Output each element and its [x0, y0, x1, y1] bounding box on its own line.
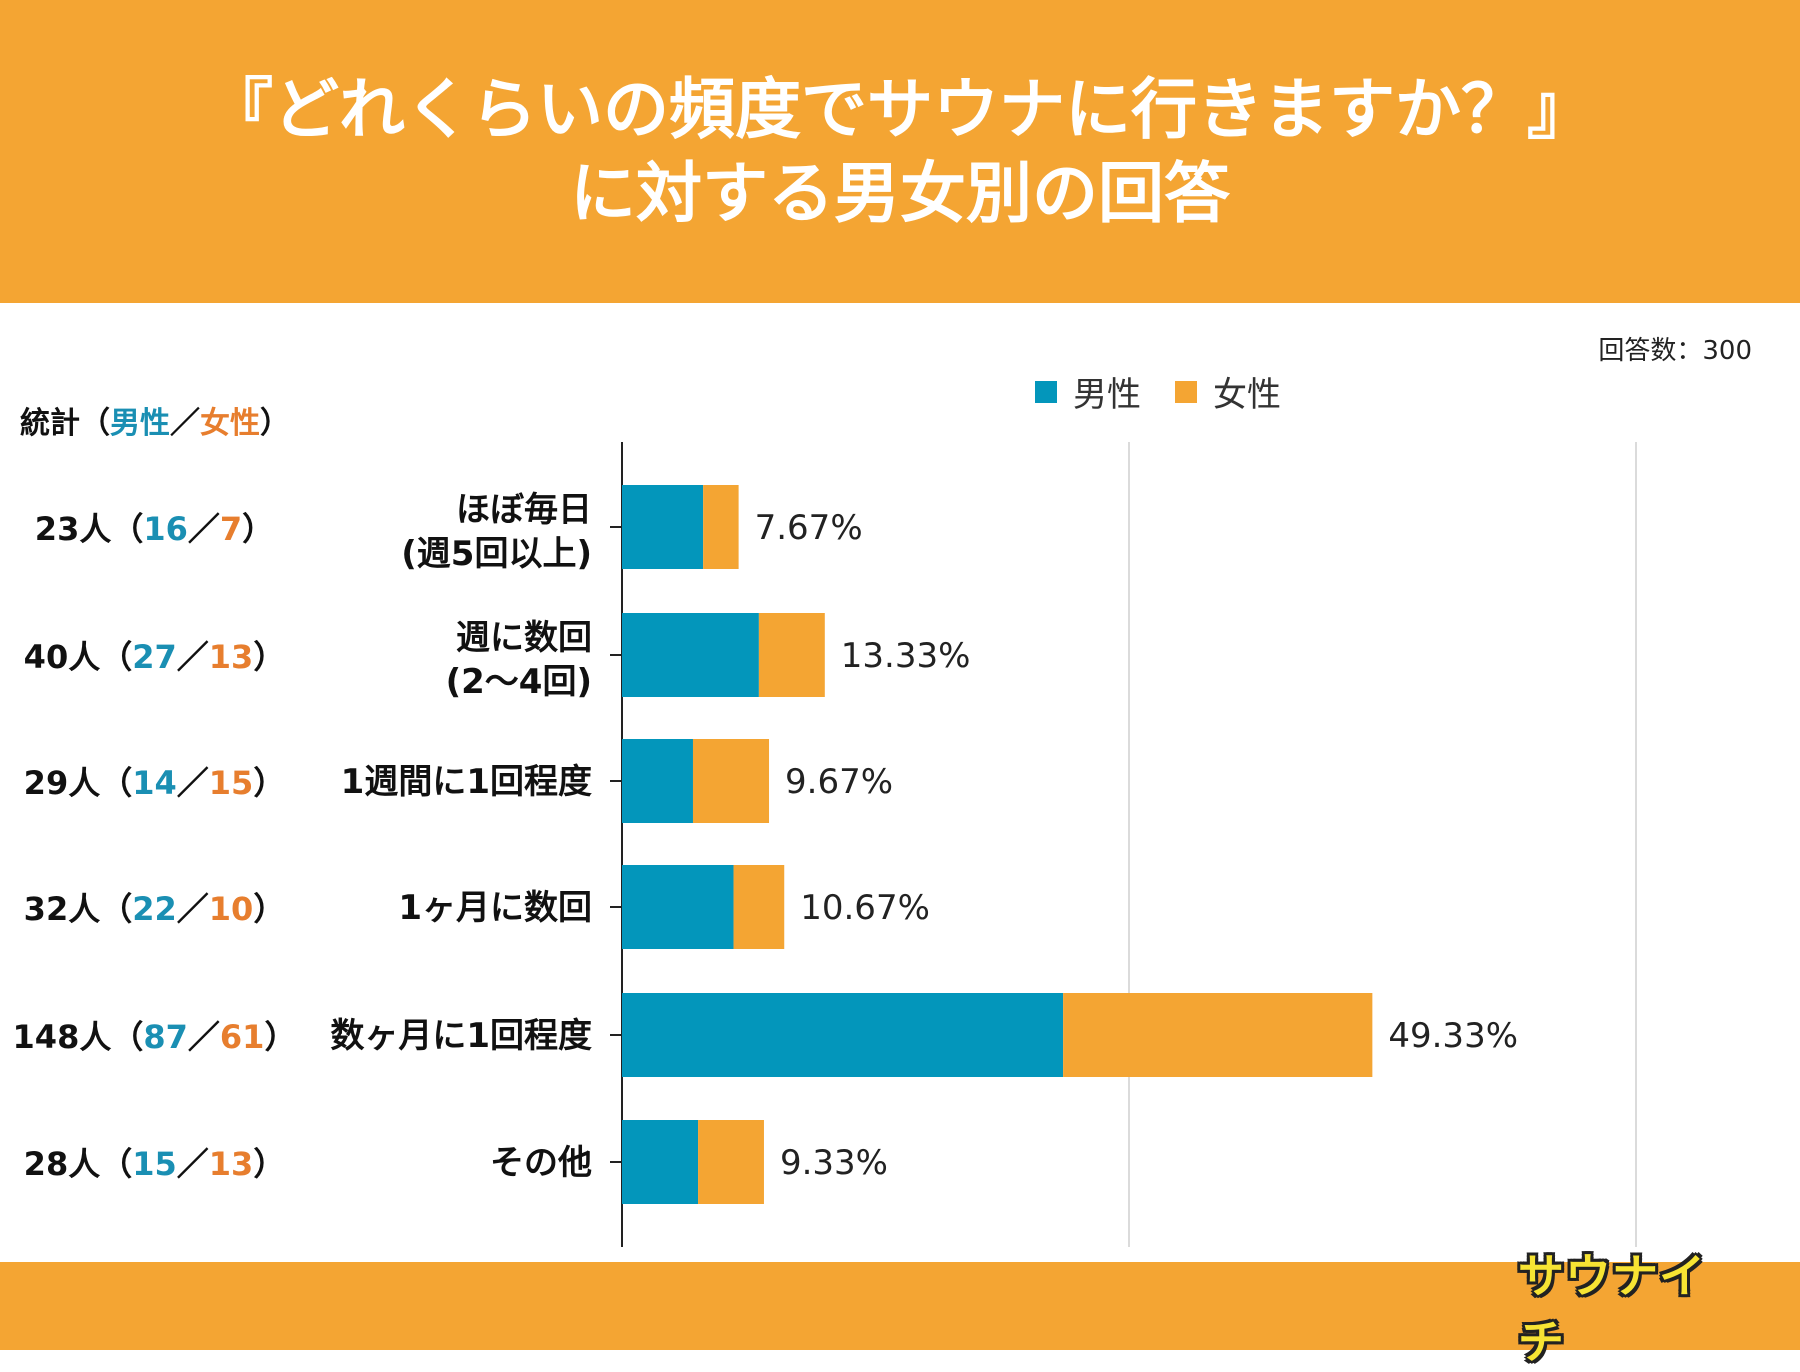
stats-female-count: 7	[219, 510, 243, 548]
stats-total: 32人	[23, 890, 101, 928]
data-label-pct: 49.33%	[1388, 1016, 1518, 1056]
bar-male-2	[622, 739, 693, 823]
header-banner: 『どれくらいの頻度でサウナに行きますか？』 に対する男女別の回答	[0, 0, 1800, 303]
legend-swatch-male	[1035, 380, 1057, 403]
category-label: その他	[490, 1143, 592, 1183]
stats-total: 23人	[34, 510, 112, 548]
stats-open-paren: （	[100, 1145, 133, 1183]
bar-male-0	[622, 485, 704, 569]
stats-open-paren: （	[100, 890, 133, 928]
stats-separator: ／	[187, 1018, 220, 1056]
bar-male-1	[622, 613, 759, 697]
category-label: 1週間に1回程度	[341, 762, 592, 802]
stats-header-male: 男性	[110, 406, 170, 441]
respondent-count: 回答数：300	[1598, 336, 1752, 366]
bar-male-3	[622, 865, 734, 949]
bar-female-0	[703, 485, 739, 569]
stats-header: 統計（男性／女性）	[20, 398, 290, 442]
category-label-line: 週に数回	[456, 618, 592, 658]
bar-female-3	[733, 865, 785, 949]
stats-separator: ／	[176, 1145, 209, 1183]
stats-separator: ／	[176, 764, 209, 802]
stats-male-count: 22	[132, 890, 177, 928]
legend-label-female: 女性	[1213, 375, 1281, 415]
stats-close-paren: ）	[253, 638, 286, 676]
stats-male-count: 14	[132, 764, 177, 802]
stats-total: 29人	[23, 764, 101, 802]
title-line-1: 『どれくらいの頻度でサウナに行きますか？』	[207, 70, 1593, 148]
bar-male-4	[622, 993, 1064, 1077]
stats-separator: ／	[176, 638, 209, 676]
stats-row: 29人（14／15）	[12, 758, 297, 804]
stats-total: 28人	[23, 1145, 101, 1183]
stats-male-count: 15	[132, 1145, 177, 1183]
stats-close-paren: ）	[242, 510, 275, 548]
data-label-pct: 7.67%	[755, 508, 863, 548]
legend-label-male: 男性	[1073, 375, 1141, 415]
bar-male-5	[622, 1120, 699, 1204]
chart-legend: 男性 女性	[1035, 367, 1315, 416]
stats-close-paren: ）	[264, 1018, 297, 1056]
stats-header-label: 統計	[20, 406, 80, 441]
stats-row: 40人（27／13）	[12, 632, 297, 678]
category-label-line: (2〜4回)	[446, 662, 592, 702]
stats-open-paren: （	[100, 638, 133, 676]
stats-header-open: （	[80, 406, 110, 441]
stats-separator: ／	[187, 510, 220, 548]
category-label-line: (週5回以上)	[401, 534, 592, 574]
category-label: 数ヶ月に1回程度	[330, 1016, 592, 1056]
stats-female-count: 10	[208, 890, 254, 928]
stats-total: 40人	[23, 638, 101, 676]
stats-open-paren: （	[111, 1018, 144, 1056]
brand-logo: サウナイチ	[1518, 1249, 1706, 1369]
footer-banner: サウナイチ	[0, 1249, 1800, 1369]
bar-female-4	[1063, 993, 1373, 1077]
bar-female-2	[692, 739, 770, 823]
category-label-line: ほぼ毎日	[456, 490, 592, 530]
stats-close-paren: ）	[253, 764, 286, 802]
stats-header-sep: ／	[170, 406, 200, 441]
stacked-bar-chart: 7.67% ほぼ毎日(週5回以上) 13.33% 週に数回(2〜4回) 9.67% 1週間…	[330, 442, 1637, 1247]
stats-female-count: 13	[208, 638, 254, 676]
stats-male-count: 16	[143, 510, 188, 548]
stats-close-paren: ）	[253, 890, 286, 928]
bar-female-5	[698, 1120, 764, 1204]
stats-total: 148人	[12, 1018, 112, 1056]
stats-separator: ／	[176, 890, 209, 928]
stats-female-count: 61	[219, 1018, 265, 1056]
bar-female-1	[758, 613, 825, 697]
data-label-pct: 13.33%	[841, 636, 971, 676]
data-label-pct: 9.67%	[785, 762, 893, 802]
stats-male-count: 27	[132, 638, 177, 676]
stats-female-count: 15	[208, 764, 254, 802]
stats-male-count: 87	[143, 1018, 188, 1056]
stats-header-close: ）	[260, 406, 290, 441]
stats-row: 32人（22／10）	[12, 884, 297, 930]
legend-swatch-female	[1175, 380, 1197, 403]
legend-item-female: 女性	[1175, 367, 1281, 416]
data-label-pct: 9.33%	[780, 1143, 888, 1183]
stats-row: 148人（87／61）	[12, 1012, 297, 1058]
category-label: 1ヶ月に数回	[398, 888, 592, 928]
stats-open-paren: （	[100, 764, 133, 802]
stats-close-paren: ）	[253, 1145, 286, 1183]
stats-female-count: 13	[208, 1145, 254, 1183]
stats-row: 28人（15／13）	[12, 1139, 297, 1185]
stats-header-female: 女性	[200, 406, 260, 441]
legend-item-male: 男性	[1035, 367, 1141, 416]
title-line-2: に対する男女別の回答	[570, 154, 1230, 232]
stats-row: 23人（16／7）	[12, 504, 297, 550]
data-label-pct: 10.67%	[800, 888, 930, 928]
stats-open-paren: （	[111, 510, 144, 548]
